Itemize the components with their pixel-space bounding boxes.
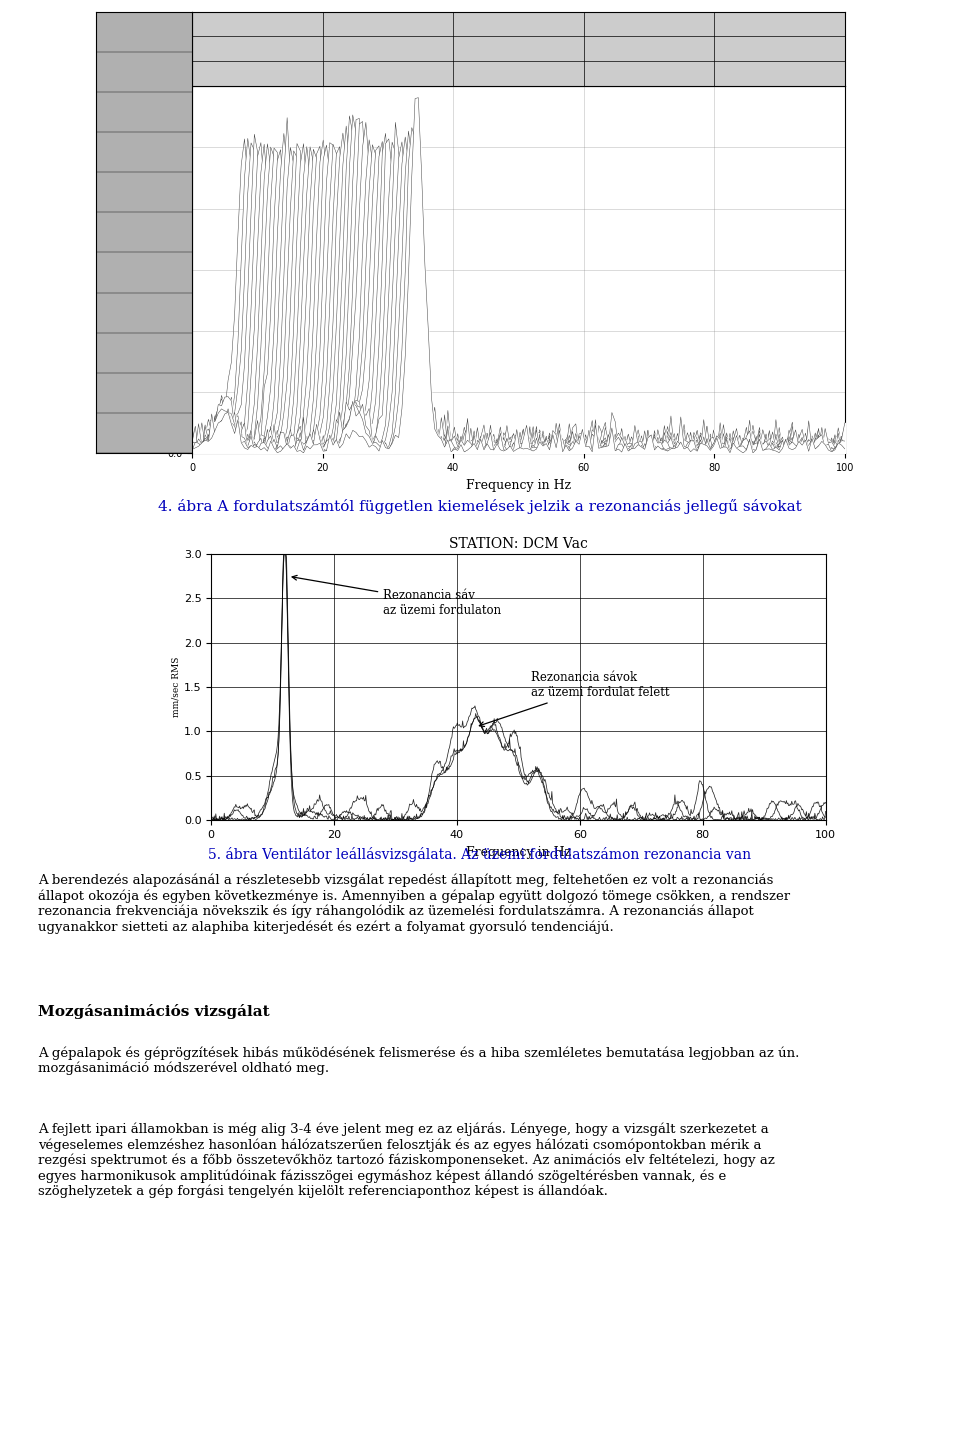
Title: STATION: DCM Vac: STATION: DCM Vac [449, 537, 588, 551]
Text: Rezonancia sáv
az üzemi fordulaton: Rezonancia sáv az üzemi fordulaton [292, 576, 501, 617]
Text: Mozgásanimációs vizsgálat: Mozgásanimációs vizsgálat [38, 1004, 270, 1019]
Y-axis label: mm/sec RMS: mm/sec RMS [155, 240, 164, 299]
Text: A gépalapok és géprögzítések hibás működésének felismerése és a hiba szemléletes: A gépalapok és géprögzítések hibás működ… [38, 1046, 800, 1075]
Y-axis label: mm/sec RMS: mm/sec RMS [172, 658, 180, 717]
Text: 4. ábra A fordulatszámtól független kiemelések jelzik a rezonanciás jellegű sávo: 4. ábra A fordulatszámtól független kiem… [158, 499, 802, 514]
X-axis label: Frequency in Hz: Frequency in Hz [466, 846, 571, 859]
Text: A fejlett ipari államokban is még alig 3-4 éve jelent meg ez az eljárás. Lényege: A fejlett ipari államokban is még alig 3… [38, 1122, 776, 1199]
Title: STATION: DCM Vac: STATION: DCM Vac [449, 69, 588, 82]
Text: 5. ábra Ventilátor leállásvizsgálata. Az üzemi fordulatszámon rezonancia van: 5. ábra Ventilátor leállásvizsgálata. Az… [208, 848, 752, 862]
Text: Rezonancia sávok
az üzemi fordulat felett: Rezonancia sávok az üzemi fordulat felet… [479, 672, 669, 727]
Text: A berendezés alapozásánál a részletesebb vizsgálat repedést állapított meg, felt: A berendezés alapozásánál a részletesebb… [38, 873, 790, 934]
X-axis label: Frequency in Hz: Frequency in Hz [466, 479, 571, 492]
